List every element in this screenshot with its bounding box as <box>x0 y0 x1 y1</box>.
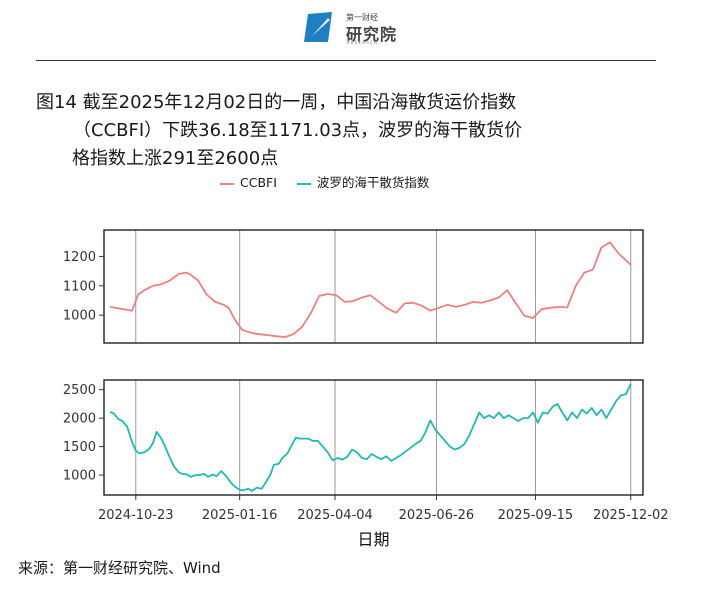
title-line-2: （CCBFI）下跌36.18至1171.03点，波罗的海干散货价 <box>73 120 523 141</box>
source-note: 来源：第一财经研究院、Wind <box>18 559 221 577</box>
header-divider <box>36 60 656 61</box>
title-line-3: 格指数上涨291至2600点 <box>72 148 279 169</box>
logo-small-text: 第一财经 <box>346 13 378 22</box>
x-tick-label-5: 2025-09-15 <box>498 508 574 523</box>
y-tick-label-p2-3: 2000 <box>63 412 96 427</box>
panel-frame-1 <box>103 229 644 344</box>
panel-frame-2 <box>103 379 644 496</box>
y-tick-label-p1-2: 1100 <box>63 279 96 294</box>
x-axis-title: 日期 <box>357 530 389 549</box>
y-tick-label-p2-4: 2500 <box>63 383 96 398</box>
x-tick-label-1: 2024-10-23 <box>98 508 174 523</box>
series-line-1 <box>109 241 632 339</box>
logo-sub-text: RESEARCH <box>347 40 379 45</box>
x-tick-label-3: 2025-04-04 <box>297 508 373 523</box>
x-tick-label-4: 2025-06-26 <box>399 508 475 523</box>
y-tick-label-p2-1: 1000 <box>63 469 96 484</box>
series-line-2 <box>109 383 632 492</box>
legend-item-ccbfi: CCBFI <box>220 175 277 190</box>
legend-key-bdi <box>296 182 311 185</box>
legend-label-bdi: 波罗的海干散货指数 <box>316 175 430 190</box>
legend-label-ccbfi: CCBFI <box>240 175 277 190</box>
line-chart: 1000 1100 1200 1000 1500 2000 2500 2024-10-23 20… <box>63 229 669 549</box>
y-tick-label-p2-2: 1500 <box>63 440 96 455</box>
chart-legend: CCBFI 波罗的海干散货指数 <box>220 172 445 191</box>
x-tick-label-6: 2025-12-02 <box>593 508 669 523</box>
y-tick-label-p1-3: 1200 <box>63 250 96 265</box>
x-tick-label-2: 2025-01-16 <box>202 508 278 523</box>
y-tick-label-p1-1: 1000 <box>63 309 96 324</box>
legend-key-ccbfi <box>220 182 234 185</box>
brand-logo: 第一财经 研究院 RESEARCH <box>300 8 410 48</box>
legend-item-bdi: 波罗的海干散货指数 <box>296 172 430 191</box>
logo-main-text: 研究院 <box>346 25 398 44</box>
logo-badge-icon <box>304 12 332 42</box>
figure-title: 图14 截至2025年12月02日的一周，中国沿海散货运价指数 （CCBFI）下… <box>36 89 616 173</box>
title-line-1: 图14 截至2025年12月02日的一周，中国沿海散货运价指数 <box>36 92 517 113</box>
